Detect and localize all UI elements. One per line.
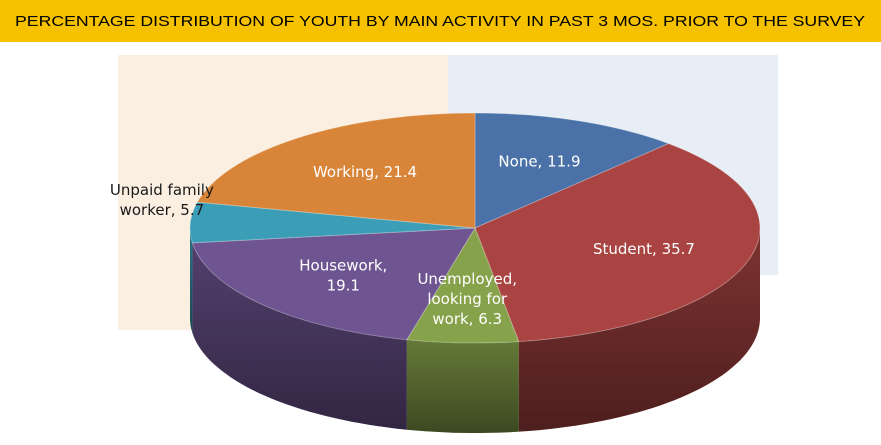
data-label: None, 11.9 [498,153,580,171]
slice [474,112,670,229]
title-banner [0,0,881,42]
data-label: Unemployed, looking for work, 6.3 [417,270,517,328]
chart-title: PERCENTAGE DISTRIBUTION OF YOUTH BY MAIN… [15,13,865,30]
data-label: Unpaid family worker, 5.7 [110,181,214,219]
pie-sides [190,228,760,433]
data-label-line: Unpaid family [110,181,214,199]
slice-side-shade [190,228,193,333]
slice-side-shade [518,228,760,432]
data-label: Housework, 19.1 [299,257,387,295]
data-label-line: Working, 21.4 [313,163,417,181]
data-label-line: 19.1 [327,277,360,295]
slice [405,226,520,344]
data-label-line: worker, 5.7 [120,201,205,219]
slice-side-shade [192,242,407,430]
data-label-line: Student, 35.7 [593,240,695,258]
data-label-line: work, 6.3 [432,310,502,328]
pie-tops [189,112,761,344]
slice [196,112,476,229]
data-label-line: Housework, [299,257,387,275]
data-label: Student, 35.7 [593,240,695,258]
slice-side-shade [406,339,519,433]
data-label-line: Unemployed, [417,270,517,288]
slice [474,143,761,343]
data-label: Working, 21.4 [313,163,417,181]
slice [191,227,476,341]
data-label-line: None, 11.9 [498,153,580,171]
slice [189,201,476,244]
data-labels: None, 11.9 Student, 35.7 Unemployed, lookin… [110,153,695,329]
data-label-line: looking for [427,290,508,308]
